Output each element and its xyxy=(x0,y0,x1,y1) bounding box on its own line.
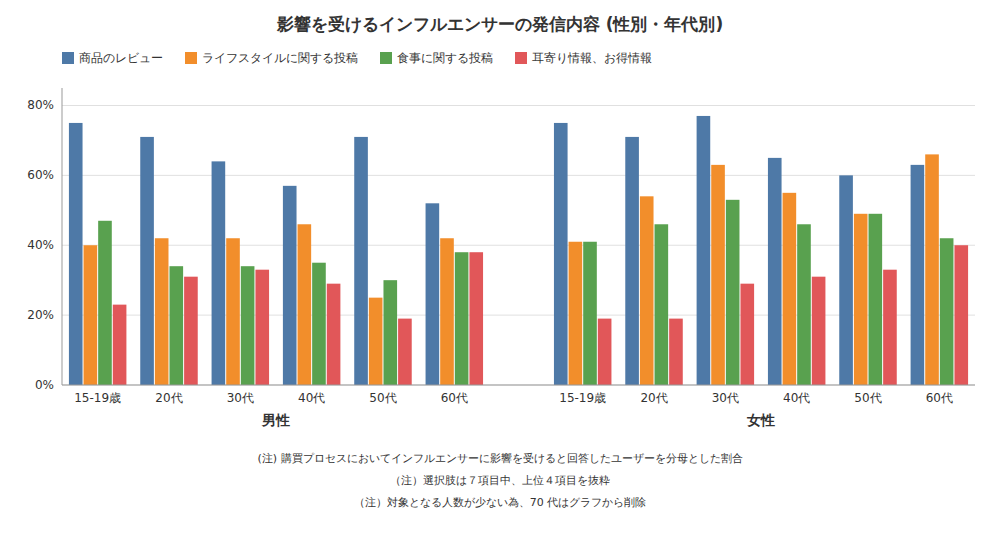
legend-label: 商品のレビュー xyxy=(79,51,163,65)
bar xyxy=(569,242,583,385)
x-tick-label: 15-19歳 xyxy=(74,391,121,405)
bar xyxy=(354,137,368,385)
bar xyxy=(925,154,939,385)
bar xyxy=(669,319,683,385)
bar xyxy=(911,165,925,385)
bar xyxy=(726,200,740,385)
chart-container: 影響を受けるインフルエンサーの発信内容 (性別・年代別) 0% 20% 40% 60% 8… xyxy=(0,0,1000,541)
bar xyxy=(140,137,154,385)
legend-swatch xyxy=(185,52,197,64)
bar xyxy=(812,277,826,385)
bar xyxy=(226,238,240,385)
legend: 商品のレビュー ライフスタイルに関する投稿 食事に関する投稿 耳寄り情報、お得情報 xyxy=(62,51,652,65)
grid-line xyxy=(62,105,975,106)
y-tick-label: 0% xyxy=(35,378,54,392)
y-axis-line xyxy=(62,88,63,385)
bar xyxy=(383,280,397,385)
chart-svg: 影響を受けるインフルエンサーの発信内容 (性別・年代別) 0% 20% 40% 60% 8… xyxy=(0,0,1000,541)
bar xyxy=(426,203,440,385)
bar xyxy=(940,238,954,385)
x-axis-line xyxy=(62,385,975,386)
bar xyxy=(839,175,853,385)
bar xyxy=(854,214,868,385)
bar-series xyxy=(98,200,953,385)
x-tick-label: 40代 xyxy=(298,391,325,405)
note: （注）選択肢は７項目中、上位４項目を抜粋 xyxy=(390,474,610,487)
bar-series xyxy=(84,154,939,385)
legend-swatch xyxy=(62,52,74,64)
x-tick-label: 20代 xyxy=(640,391,667,405)
bar xyxy=(283,186,297,385)
legend-swatch xyxy=(515,52,527,64)
bar xyxy=(640,196,654,385)
grid-line xyxy=(62,245,975,246)
bar xyxy=(455,252,469,385)
x-tick-label: 30代 xyxy=(227,391,254,405)
bar xyxy=(583,242,597,385)
bar xyxy=(212,161,226,385)
bar xyxy=(655,224,669,385)
bar xyxy=(255,270,269,385)
bar xyxy=(298,224,312,385)
bar xyxy=(625,137,639,385)
bar-series xyxy=(69,116,924,385)
x-tick-label: 40代 xyxy=(783,391,810,405)
bar xyxy=(783,193,797,385)
x-tick-label: 60代 xyxy=(441,391,468,405)
bar xyxy=(797,224,811,385)
bar xyxy=(711,165,725,385)
legend-swatch xyxy=(380,52,392,64)
bar xyxy=(113,305,127,385)
bar xyxy=(469,252,483,385)
grid-line xyxy=(62,315,975,316)
bar xyxy=(440,238,454,385)
bar xyxy=(169,266,183,385)
y-tick-label: 80% xyxy=(27,98,54,112)
bar xyxy=(883,270,897,385)
bar xyxy=(398,319,412,385)
bars xyxy=(69,116,968,385)
grid-line xyxy=(62,385,975,386)
x-tick-label: 50代 xyxy=(854,391,881,405)
bar xyxy=(69,123,83,385)
bar xyxy=(184,277,198,385)
y-grid xyxy=(62,105,975,385)
bar xyxy=(312,263,326,385)
x-tick-label: 60代 xyxy=(926,391,953,405)
bar-series xyxy=(113,245,968,385)
x-tick-label: 30代 xyxy=(712,391,739,405)
bar xyxy=(155,238,169,385)
bar xyxy=(327,284,341,385)
bar xyxy=(740,284,754,385)
note: （注）対象となる人数が少ない為、70 代はグラフから削除 xyxy=(354,496,647,509)
group-label: 女性 xyxy=(746,412,775,428)
grid-line xyxy=(62,175,975,176)
bar xyxy=(369,298,383,385)
x-tick-label: 15-19歳 xyxy=(559,391,606,405)
bar xyxy=(768,158,782,385)
bar xyxy=(598,319,612,385)
bar xyxy=(554,123,568,385)
bar xyxy=(697,116,711,385)
y-tick-label: 60% xyxy=(27,168,54,182)
x-tick-label: 50代 xyxy=(369,391,396,405)
bar xyxy=(84,245,98,385)
x-tick-label: 20代 xyxy=(155,391,182,405)
y-tick-label: 40% xyxy=(27,238,54,252)
bar xyxy=(954,245,968,385)
y-tick-label: 20% xyxy=(27,308,54,322)
legend-label: 食事に関する投稿 xyxy=(397,51,493,65)
legend-label: ライフスタイルに関する投稿 xyxy=(202,51,358,65)
bar xyxy=(869,214,883,385)
bar xyxy=(241,266,255,385)
bar xyxy=(98,221,112,385)
legend-label: 耳寄り情報、お得情報 xyxy=(532,51,652,65)
note: (注) 購買プロセスにおいてインフルエンサーに影響を受けると回答したユーザーを分… xyxy=(257,452,742,465)
chart-title: 影響を受けるインフルエンサーの発信内容 (性別・年代別) xyxy=(276,14,723,34)
notes: (注) 購買プロセスにおいてインフルエンサーに影響を受けると回答したユーザーを分… xyxy=(257,452,742,509)
group-label: 男性 xyxy=(261,412,290,428)
